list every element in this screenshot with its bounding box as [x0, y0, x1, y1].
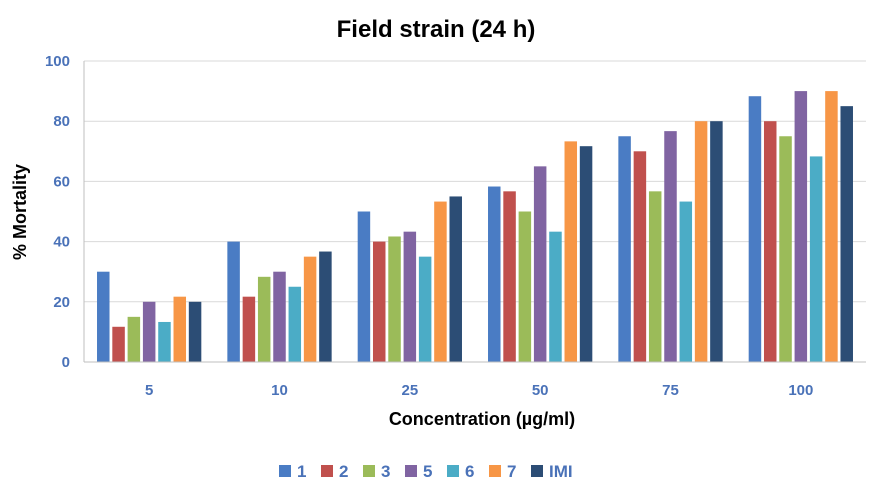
legend-swatch-IMI [531, 465, 543, 477]
bar-75-series-1 [618, 136, 631, 362]
bar-100-series-1 [748, 96, 762, 362]
y-axis-ticks: 0 20 40 60 80 100 [45, 53, 70, 371]
bar-75-series-6 [679, 201, 693, 362]
bar-75-series-7 [694, 121, 708, 362]
legend-swatch-5 [405, 465, 417, 477]
bar-10-series-1 [227, 241, 240, 362]
bar-5-series-6 [158, 321, 171, 362]
y-tick-label: 0 [62, 354, 70, 371]
bar-5-series-IMI [188, 301, 202, 362]
bar-25-series-7 [434, 201, 447, 362]
bar-50-series-1 [488, 186, 501, 362]
legend: 1 2 3 5 6 7 IMI [279, 462, 573, 481]
bar-25-series-2 [372, 241, 386, 362]
bar-25-series-5 [403, 231, 417, 362]
bar-50-series-2 [503, 191, 516, 362]
legend-swatch-3 [363, 465, 375, 477]
bar-50-series-5 [533, 166, 547, 362]
legend-swatch-2 [321, 465, 333, 477]
bar-10-series-6 [288, 286, 302, 362]
x-axis-title: Concentration (µg/ml) [389, 409, 575, 429]
bar-10-series-5 [273, 271, 286, 362]
y-tick-label: 100 [45, 53, 70, 70]
y-axis-title: % Mortality [10, 164, 30, 260]
bar-50-series-3 [518, 211, 532, 362]
x-tick-label: 75 [662, 382, 679, 399]
x-axis-ticks: 5 10 25 50 75 100 [145, 382, 813, 399]
bar-25-series-IMI [449, 196, 462, 362]
y-tick-label: 80 [53, 113, 70, 130]
legend-label-7: 7 [507, 462, 516, 481]
legend-label-5: 5 [423, 462, 432, 481]
bar-10-series-2 [242, 296, 256, 362]
bar-100-series-7 [825, 91, 838, 362]
bar-5-series-2 [112, 326, 125, 362]
legend-swatch-1 [279, 465, 291, 477]
bar-5-series-1 [97, 271, 110, 362]
legend-swatch-7 [489, 465, 501, 477]
bar-5-series-3 [127, 316, 141, 362]
gridlines [84, 60, 866, 303]
bar-50-series-7 [564, 141, 578, 362]
bar-100-series-5 [794, 91, 808, 362]
bar-100-series-2 [763, 121, 777, 362]
x-tick-label: 10 [271, 382, 288, 399]
legend-label-3: 3 [381, 462, 390, 481]
x-tick-label: 100 [788, 382, 813, 399]
bar-50-series-IMI [579, 146, 593, 362]
bar-100-series-IMI [840, 106, 853, 363]
bar-25-series-3 [388, 236, 401, 362]
bar-25-series-6 [418, 256, 432, 362]
bar-75-series-3 [648, 191, 662, 362]
x-tick-label: 50 [532, 382, 549, 399]
bar-10-series-IMI [319, 251, 332, 362]
bar-75-series-2 [633, 151, 647, 362]
y-tick-label: 20 [53, 294, 70, 311]
bar-5-series-7 [173, 296, 187, 362]
bar-75-series-IMI [710, 121, 723, 362]
x-tick-label: 5 [145, 382, 153, 399]
bars [97, 91, 853, 363]
bar-5-series-5 [142, 301, 156, 362]
legend-label-1: 1 [297, 462, 306, 481]
y-tick-label: 40 [53, 234, 70, 251]
legend-swatch-6 [447, 465, 459, 477]
bar-10-series-3 [257, 276, 271, 362]
legend-label-6: 6 [465, 462, 474, 481]
bar-100-series-3 [779, 136, 792, 362]
bar-100-series-6 [809, 156, 823, 362]
x-tick-label: 25 [401, 382, 418, 399]
bar-10-series-7 [303, 256, 317, 362]
bar-50-series-6 [549, 231, 562, 362]
chart-title: Field strain (24 h) [337, 16, 536, 43]
legend-label-2: 2 [339, 462, 348, 481]
y-tick-label: 60 [53, 173, 70, 190]
legend-label-IMI: IMI [549, 462, 573, 481]
bar-25-series-1 [357, 211, 371, 362]
bar-75-series-5 [664, 131, 677, 362]
